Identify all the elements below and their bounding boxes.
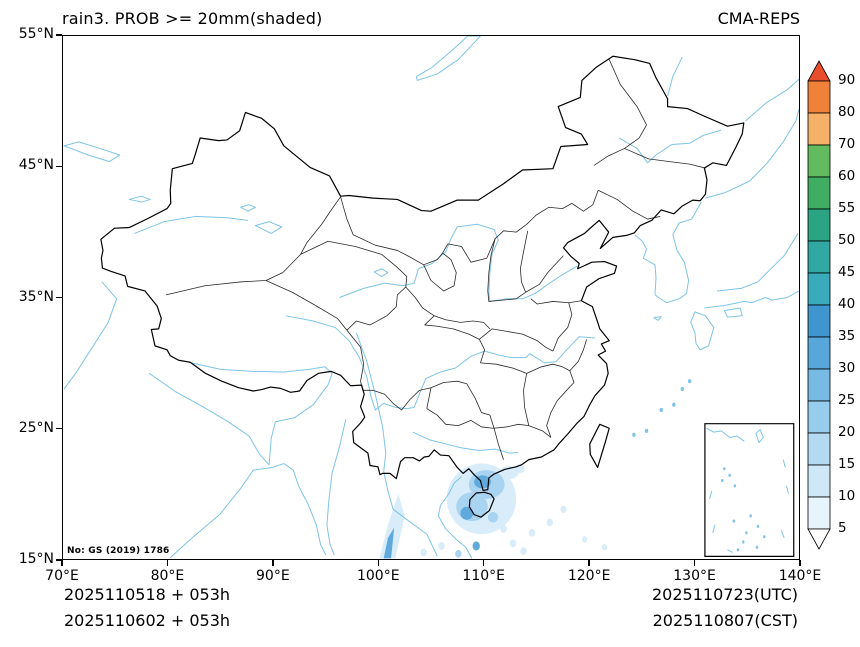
precip-shading-layer <box>379 463 608 559</box>
footer-init-cst: 2025110602 + 053h <box>64 611 231 630</box>
y-tick <box>56 165 62 167</box>
model-label: CMA-REPS <box>717 9 800 28</box>
map-license-note: No: GS (2019) 1786 <box>67 546 170 556</box>
colorbar-tick-label: 10 <box>838 488 856 504</box>
footer-valid-utc: 2025110723(UTC) <box>652 585 798 604</box>
colorbar-tick-label: 55 <box>838 200 856 216</box>
x-tick <box>377 560 379 566</box>
colorbar-tick-label: 80 <box>838 104 856 120</box>
x-tick <box>166 560 169 566</box>
national-border-layer <box>101 56 744 517</box>
x-tick <box>272 560 274 566</box>
footer-valid-cst: 2025110807(CST) <box>652 611 798 630</box>
colorbar-tick-label: 30 <box>838 360 856 376</box>
colorbar-segment <box>807 400 831 434</box>
x-tick-label: 140°E <box>778 568 822 584</box>
x-tick <box>61 560 63 566</box>
colorbar-segment <box>807 176 831 210</box>
y-tick <box>56 296 62 299</box>
colorbar-tick-label: 5 <box>838 520 847 536</box>
x-tick <box>799 560 801 566</box>
colorbar-segment <box>807 368 831 402</box>
y-tick <box>56 559 62 561</box>
figure-title: rain3. PROB >= 20mm(shaded) <box>62 9 323 28</box>
colorbar-top-arrow <box>807 60 831 82</box>
colorbar-segment <box>807 272 831 306</box>
x-tick <box>588 560 590 566</box>
map-canvas <box>63 36 799 559</box>
x-tick-label: 100°E <box>356 568 400 584</box>
colorbar-tick-label: 90 <box>838 72 856 88</box>
x-tick <box>483 560 485 566</box>
y-tick <box>56 428 62 430</box>
x-tick-label: 130°E <box>673 568 716 584</box>
colorbar-segment <box>807 240 831 274</box>
x-tick-label: 120°E <box>567 568 611 584</box>
x-tick-label: 70°E <box>45 568 79 584</box>
colorbar-tick-label: 35 <box>838 328 856 344</box>
footer-init-utc: 2025110518 + 053h <box>64 585 231 604</box>
colorbar-segment <box>807 112 831 146</box>
y-tick <box>56 34 62 36</box>
colorbar-segment <box>807 464 831 498</box>
x-tick-label: 80°E <box>150 568 185 584</box>
colorbar-segment <box>807 496 831 530</box>
colorbar-tick-label: 50 <box>838 232 856 248</box>
colorbar-tick-label: 20 <box>838 424 856 440</box>
province-borders-layer <box>166 58 705 459</box>
colorbar-tick-label: 40 <box>838 296 856 312</box>
y-tick-label: 35°N <box>18 288 54 305</box>
colorbar-tick-label: 45 <box>838 264 856 280</box>
colorbar-segment <box>807 144 831 178</box>
y-tick-label: 55°N <box>18 26 54 42</box>
map-area: No: GS (2019) 1786 <box>62 35 800 560</box>
colorbar-bottom-arrow <box>807 528 831 550</box>
y-tick-label: 15°N <box>18 551 54 567</box>
colorbar-segment <box>807 336 831 370</box>
colorbar-segment <box>807 432 831 466</box>
colorbar-segment <box>807 208 831 242</box>
colorbar-tick-label: 15 <box>838 456 856 472</box>
colorbar-tick-label: 60 <box>838 168 856 184</box>
water-features-layer <box>64 36 799 558</box>
south-china-sea-inset <box>705 424 794 557</box>
y-tick-label: 45°N <box>18 157 54 174</box>
colorbar-segment <box>807 304 831 338</box>
colorbar <box>807 60 831 550</box>
x-tick <box>693 560 696 566</box>
x-tick-label: 90°E <box>256 568 290 584</box>
y-tick-label: 25°N <box>18 419 54 436</box>
colorbar-tick-label: 70 <box>838 136 856 152</box>
colorbar-tick-label: 25 <box>838 392 856 408</box>
colorbar-segment <box>807 80 831 114</box>
x-tick-label: 110°E <box>462 568 505 584</box>
